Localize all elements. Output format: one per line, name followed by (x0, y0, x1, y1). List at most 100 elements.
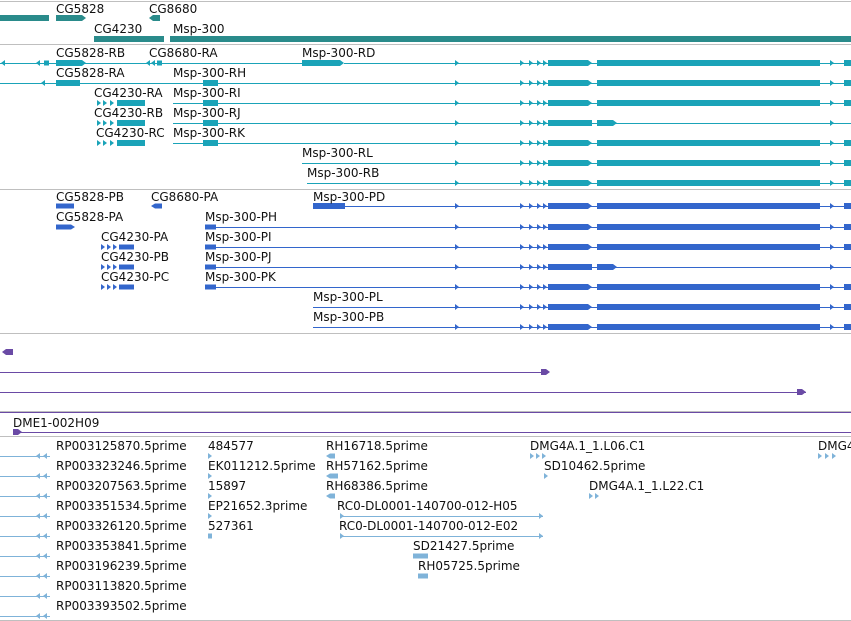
est-label[interactable]: SD21427.5prime (413, 539, 515, 553)
est-label[interactable]: RC0-DL0001-140700-012-E02 (339, 519, 519, 533)
exon-box (117, 120, 145, 126)
strand-arrow-right (543, 160, 547, 166)
exon-box (56, 80, 80, 86)
transcript-label[interactable]: CG8680-RA (149, 46, 218, 60)
est-label[interactable]: RC0-DL0001-140700-012-H05 (337, 499, 518, 513)
transcript-track[interactable] (0, 60, 851, 186)
clone-label[interactable]: DME1-002H09 (13, 416, 100, 430)
strand-arrow-right (543, 324, 547, 330)
strand-arrow-right (97, 100, 101, 106)
exon-box-arrow (597, 120, 617, 126)
est-label[interactable]: RP003323246.5prime (56, 459, 187, 473)
gene-label-cg4230[interactable]: CG4230 (94, 22, 143, 36)
strand-arrow-right (537, 120, 541, 126)
est-label[interactable]: 527361 (208, 519, 254, 533)
strand-arrow-right (520, 324, 524, 330)
est-label[interactable]: 484577 (208, 439, 254, 453)
est-label[interactable]: RP003207563.5prime (56, 479, 187, 493)
protein-label[interactable]: Msp-300-PH (205, 210, 278, 224)
gene-label-cg8680[interactable]: CG8680 (149, 2, 198, 16)
exon-box (119, 284, 134, 290)
transcript-label[interactable]: CG4230-RB (94, 106, 164, 120)
exon-box-arrow (56, 224, 75, 230)
exon-box (119, 264, 134, 270)
exon-box-arrow (541, 369, 550, 375)
exon-box (844, 324, 851, 330)
transcript-label[interactable]: Msp-300-RH (173, 66, 247, 80)
est-label[interactable]: RH68386.5prime (326, 479, 428, 493)
exon-box-arrow (548, 160, 592, 166)
est-label[interactable]: RP003353841.5prime (56, 539, 187, 553)
protein-label[interactable]: Msp-300-PK (205, 270, 276, 284)
est-label[interactable]: RH05725.5prime (418, 559, 520, 573)
protein-label[interactable]: CG5828-PA (56, 210, 124, 224)
protein-label[interactable]: Msp-300-PL (313, 290, 383, 304)
strand-arrow-left (36, 453, 40, 459)
est-label[interactable]: RP003393502.5prime (56, 599, 187, 613)
protein-track[interactable] (56, 203, 851, 330)
transcript-label[interactable]: Msp-300-RD (302, 46, 376, 60)
exon-box (119, 244, 134, 250)
strand-arrow-right (520, 160, 524, 166)
transcript-label[interactable]: Msp-300-RI (173, 86, 241, 100)
strand-arrow-right (830, 324, 834, 330)
strand-arrow-right (543, 304, 547, 310)
strand-arrow-right (455, 284, 459, 290)
transcript-label[interactable]: Msp-300-RB (307, 166, 380, 180)
est-label[interactable]: RH57162.5prime (326, 459, 428, 473)
est-label[interactable]: SD10462.5prime (544, 459, 646, 473)
est-label[interactable]: EP21652.3prime (208, 499, 308, 513)
strand-arrow-right (530, 453, 534, 459)
est-label[interactable]: RP003196239.5prime (56, 559, 187, 573)
strand-arrow-right (455, 140, 459, 146)
protein-label[interactable]: CG5828-PB (56, 190, 125, 204)
transcript-label[interactable]: Msp-300-RJ (173, 106, 241, 120)
exon-box-arrow (548, 284, 592, 290)
gene-label-cg5828[interactable]: CG5828 (56, 2, 105, 16)
strand-arrow-right (830, 264, 834, 270)
protein-label[interactable]: CG4230-PC (101, 270, 170, 284)
strand-arrow-right (830, 80, 834, 86)
protein-label[interactable]: Msp-300-PB (313, 310, 385, 324)
est-label[interactable]: EK011212.5prime (208, 459, 316, 473)
strand-arrow-left (36, 553, 40, 559)
exon-box (170, 36, 851, 42)
protein-label[interactable]: Msp-300-PJ (205, 250, 272, 264)
gene-track[interactable] (0, 15, 851, 42)
est-label[interactable]: RH16718.5prime (326, 439, 428, 453)
strand-arrow-right (110, 100, 114, 106)
protein-label[interactable]: CG4230-PA (101, 230, 169, 244)
gene-label-msp300[interactable]: Msp-300 (173, 22, 225, 36)
transcript-label[interactable]: Msp-300-RK (173, 126, 245, 140)
strand-arrow-right (455, 100, 459, 106)
transcript-label[interactable]: Msp-300-RL (302, 146, 373, 160)
strand-arrow-right (455, 180, 459, 186)
est-label[interactable]: RP003125870.5prime (56, 439, 187, 453)
transcript-label[interactable]: CG4230-RA (94, 86, 163, 100)
exon-box (94, 36, 164, 42)
exon-box-arrow (548, 304, 592, 310)
est-label[interactable]: DMG4A.1_1.L06.C1 (530, 439, 646, 453)
exon-box (203, 100, 218, 106)
protein-label[interactable]: Msp-300-PI (205, 230, 272, 244)
strand-arrow-right (818, 453, 822, 459)
strand-arrow-left (151, 60, 155, 66)
strand-arrow-right (537, 304, 541, 310)
est-label[interactable]: RP003113820.5prime (56, 579, 187, 593)
transcript-label[interactable]: CG5828-RA (56, 66, 125, 80)
est-label[interactable]: DMG4 (818, 439, 851, 453)
transcript-label[interactable]: CG4230-RC (96, 126, 165, 140)
est-label[interactable]: RP003351534.5prime (56, 499, 187, 513)
transcript-label[interactable]: CG5828-RB (56, 46, 126, 60)
exon-box (844, 284, 851, 290)
protein-label[interactable]: Msp-300-PD (313, 190, 386, 204)
est-label[interactable]: RP003326120.5prime (56, 519, 187, 533)
strand-arrow-right (539, 513, 543, 519)
est-label[interactable]: DMG4A.1_1.L22.C1 (589, 479, 705, 493)
strand-arrow-right (455, 203, 459, 209)
alignment-track[interactable] (0, 349, 851, 435)
est-label[interactable]: 15897 (208, 479, 247, 493)
protein-label[interactable]: CG4230-PB (101, 250, 170, 264)
protein-label[interactable]: CG8680-PA (151, 190, 219, 204)
est-track[interactable] (0, 453, 836, 619)
